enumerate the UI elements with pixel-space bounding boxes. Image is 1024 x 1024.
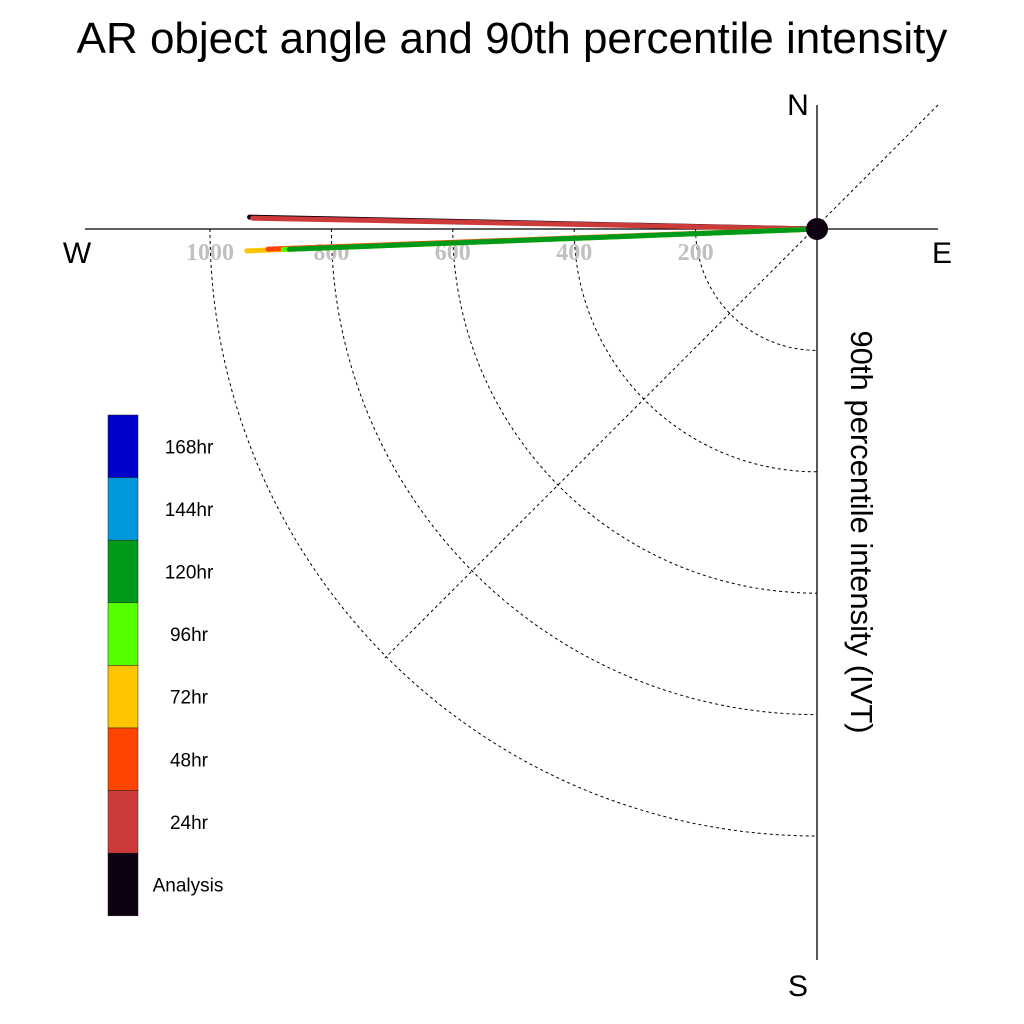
- origin-marker: [806, 218, 828, 240]
- grid-arc: [573, 228, 818, 473]
- compass-west: W: [63, 237, 92, 270]
- grid-arc: [695, 228, 818, 351]
- compass-south: S: [788, 970, 808, 1003]
- legend-label: 96hr: [170, 625, 209, 646]
- y-axis-label: 90th percentile intensity (IVT): [844, 330, 879, 733]
- legend-label: 120hr: [165, 563, 214, 584]
- legend-swatch: [107, 477, 139, 541]
- compass-east: E: [932, 237, 952, 270]
- legend-label: 48hr: [170, 750, 209, 771]
- legend-label: 24hr: [170, 813, 209, 834]
- legend-label: 168hr: [165, 437, 214, 458]
- series-line: [250, 215, 820, 232]
- radial-tick-label: 1000: [186, 240, 234, 266]
- grid-arc: [330, 228, 818, 716]
- radial-tick-label: 200: [678, 240, 714, 266]
- series-lines: [244, 214, 820, 254]
- legend-swatch: [107, 414, 139, 478]
- chart-title: AR object angle and 90th percentile inte…: [76, 14, 948, 63]
- diagonal-grid-line: [384, 104, 939, 659]
- legend-swatch: [107, 602, 139, 666]
- legend: 168hr 144hr 120hr 96hr 72hr 48hr 24hr Analysis: [107, 414, 224, 917]
- legend-swatch: [107, 790, 139, 854]
- legend-swatch: [107, 539, 139, 604]
- compass-north: N: [787, 89, 809, 122]
- grid: [209, 228, 818, 837]
- grid-arc: [452, 228, 818, 594]
- series-line: [286, 226, 820, 252]
- grid-arc: [209, 228, 818, 837]
- legend-label: Analysis: [153, 876, 224, 897]
- legend-label: 144hr: [165, 500, 214, 521]
- legend-swatch: [107, 665, 139, 729]
- legend-label: 72hr: [170, 688, 209, 709]
- legend-swatch: [107, 727, 139, 791]
- radial-tick-label: 400: [556, 240, 592, 266]
- legend-swatch: [107, 852, 139, 917]
